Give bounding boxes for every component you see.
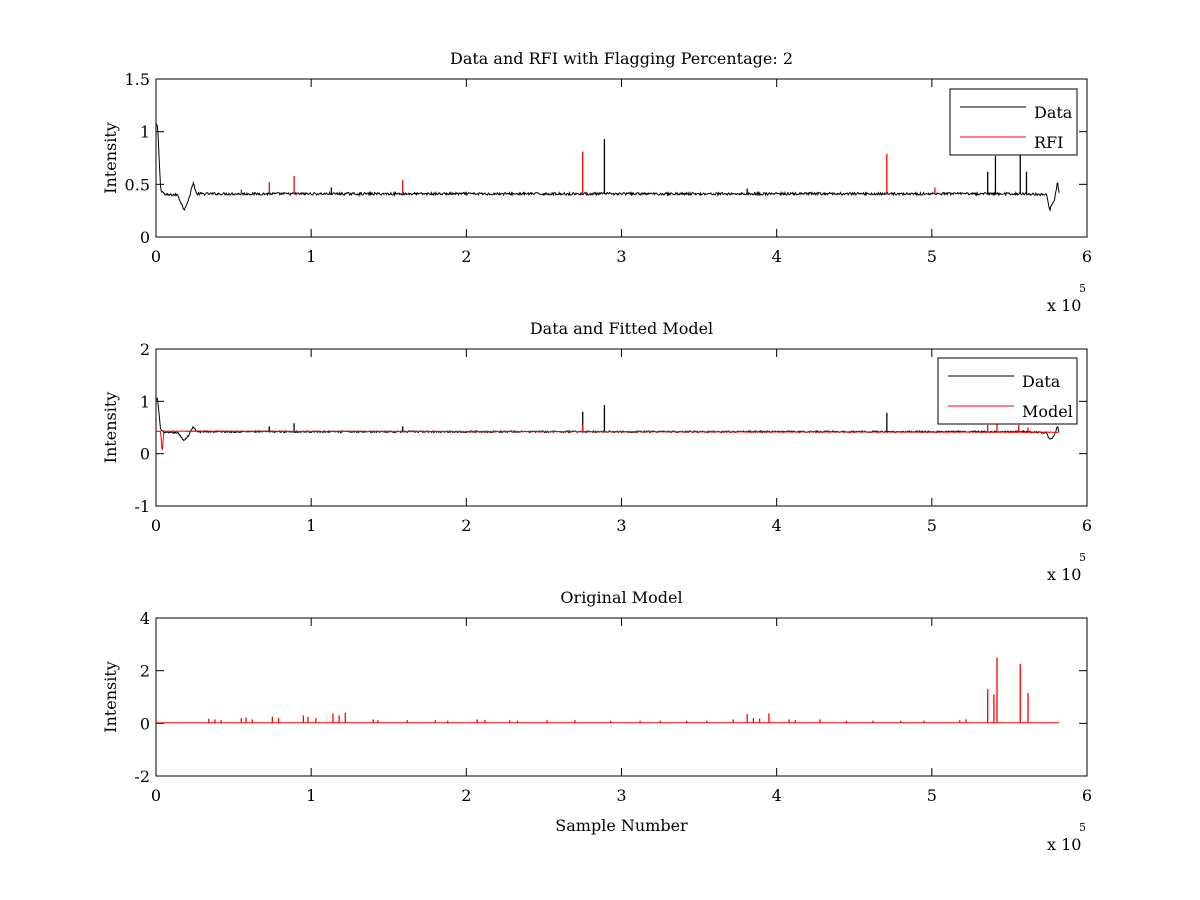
- y-tick-label: 1.5: [125, 70, 150, 89]
- x-tick-label: 5: [927, 516, 937, 535]
- y-tick-label: 0: [140, 445, 150, 464]
- x-axis-label: Sample Number: [555, 816, 688, 835]
- y-axis-label: Intensity: [101, 122, 120, 194]
- x-tick-label: 2: [461, 247, 471, 266]
- y-tick-label: 2: [140, 662, 150, 681]
- legend: Data RFI: [949, 88, 1078, 156]
- legend-box: [949, 88, 1078, 156]
- y-tick-label: 0: [140, 714, 150, 733]
- x-tick-label: 6: [1082, 516, 1092, 535]
- x-tick-label: 0: [151, 516, 161, 535]
- x-tick-label: 5: [927, 786, 937, 805]
- x-tick-label: 0: [151, 247, 161, 266]
- chart-title: Data and RFI with Flagging Percentage: 2: [450, 49, 793, 68]
- x-multiplier-exponent: 5: [1079, 821, 1086, 834]
- chart-title: Data and Fitted Model: [530, 319, 713, 338]
- x-tick-label: 1: [306, 247, 316, 266]
- x-multiplier-exponent: 5: [1079, 282, 1086, 295]
- x-tick-label: 5: [927, 247, 937, 266]
- y-tick-label: 2: [140, 340, 150, 359]
- x-tick-label: 1: [306, 786, 316, 805]
- x-tick-label: 4: [772, 516, 782, 535]
- chart-1: Data and RFI with Flagging Percentage: 2…: [101, 49, 1092, 315]
- y-tick-label: 1: [140, 392, 150, 411]
- x-tick-label: 3: [616, 247, 626, 266]
- x-multiplier-base: x 10: [1047, 296, 1081, 315]
- x-multiplier-exponent: 5: [1079, 551, 1086, 564]
- series-data: [156, 123, 1060, 213]
- legend-label: RFI: [1034, 133, 1063, 152]
- x-multiplier-base: x 10: [1047, 565, 1081, 584]
- y-tick-label: -1: [134, 497, 150, 516]
- x-tick-label: 4: [772, 786, 782, 805]
- legend-box: [937, 357, 1078, 425]
- y-tick-label: -2: [134, 767, 150, 786]
- series-model: [156, 421, 1060, 451]
- legend-label: Model: [1022, 402, 1073, 421]
- axes-box: [155, 348, 1088, 507]
- x-tick-label: 3: [616, 516, 626, 535]
- y-tick-label: 0: [140, 228, 150, 247]
- y-axis-label: Intensity: [101, 392, 120, 464]
- x-tick-label: 6: [1082, 786, 1092, 805]
- y-tick-label: 4: [140, 609, 150, 628]
- series-original-model: [156, 657, 1060, 724]
- x-multiplier-base: x 10: [1047, 835, 1081, 854]
- x-tick-label: 2: [461, 786, 471, 805]
- x-tick-label: 4: [772, 247, 782, 266]
- legend-label: Data: [1022, 372, 1061, 391]
- y-tick-label: 1: [140, 123, 150, 142]
- series-rfi: [240, 151, 936, 194]
- chart-3: Original Model Intensity Sample Number 0 1 2 3…: [101, 588, 1092, 854]
- series-line: [156, 430, 1060, 451]
- chart-title: Original Model: [560, 588, 682, 607]
- axes-box: [155, 617, 1088, 777]
- x-tick-label: 3: [616, 786, 626, 805]
- y-tick-label: 0.5: [125, 175, 150, 194]
- x-tick-label: 2: [461, 516, 471, 535]
- y-axis-label: Intensity: [101, 661, 120, 733]
- x-tick-label: 6: [1082, 247, 1092, 266]
- x-tick-label: 1: [306, 516, 316, 535]
- legend-label: Data: [1034, 103, 1073, 122]
- series-line: [156, 123, 1060, 213]
- axes-box: [155, 78, 1088, 238]
- legend: Data Model: [937, 357, 1078, 425]
- x-tick-label: 0: [151, 786, 161, 805]
